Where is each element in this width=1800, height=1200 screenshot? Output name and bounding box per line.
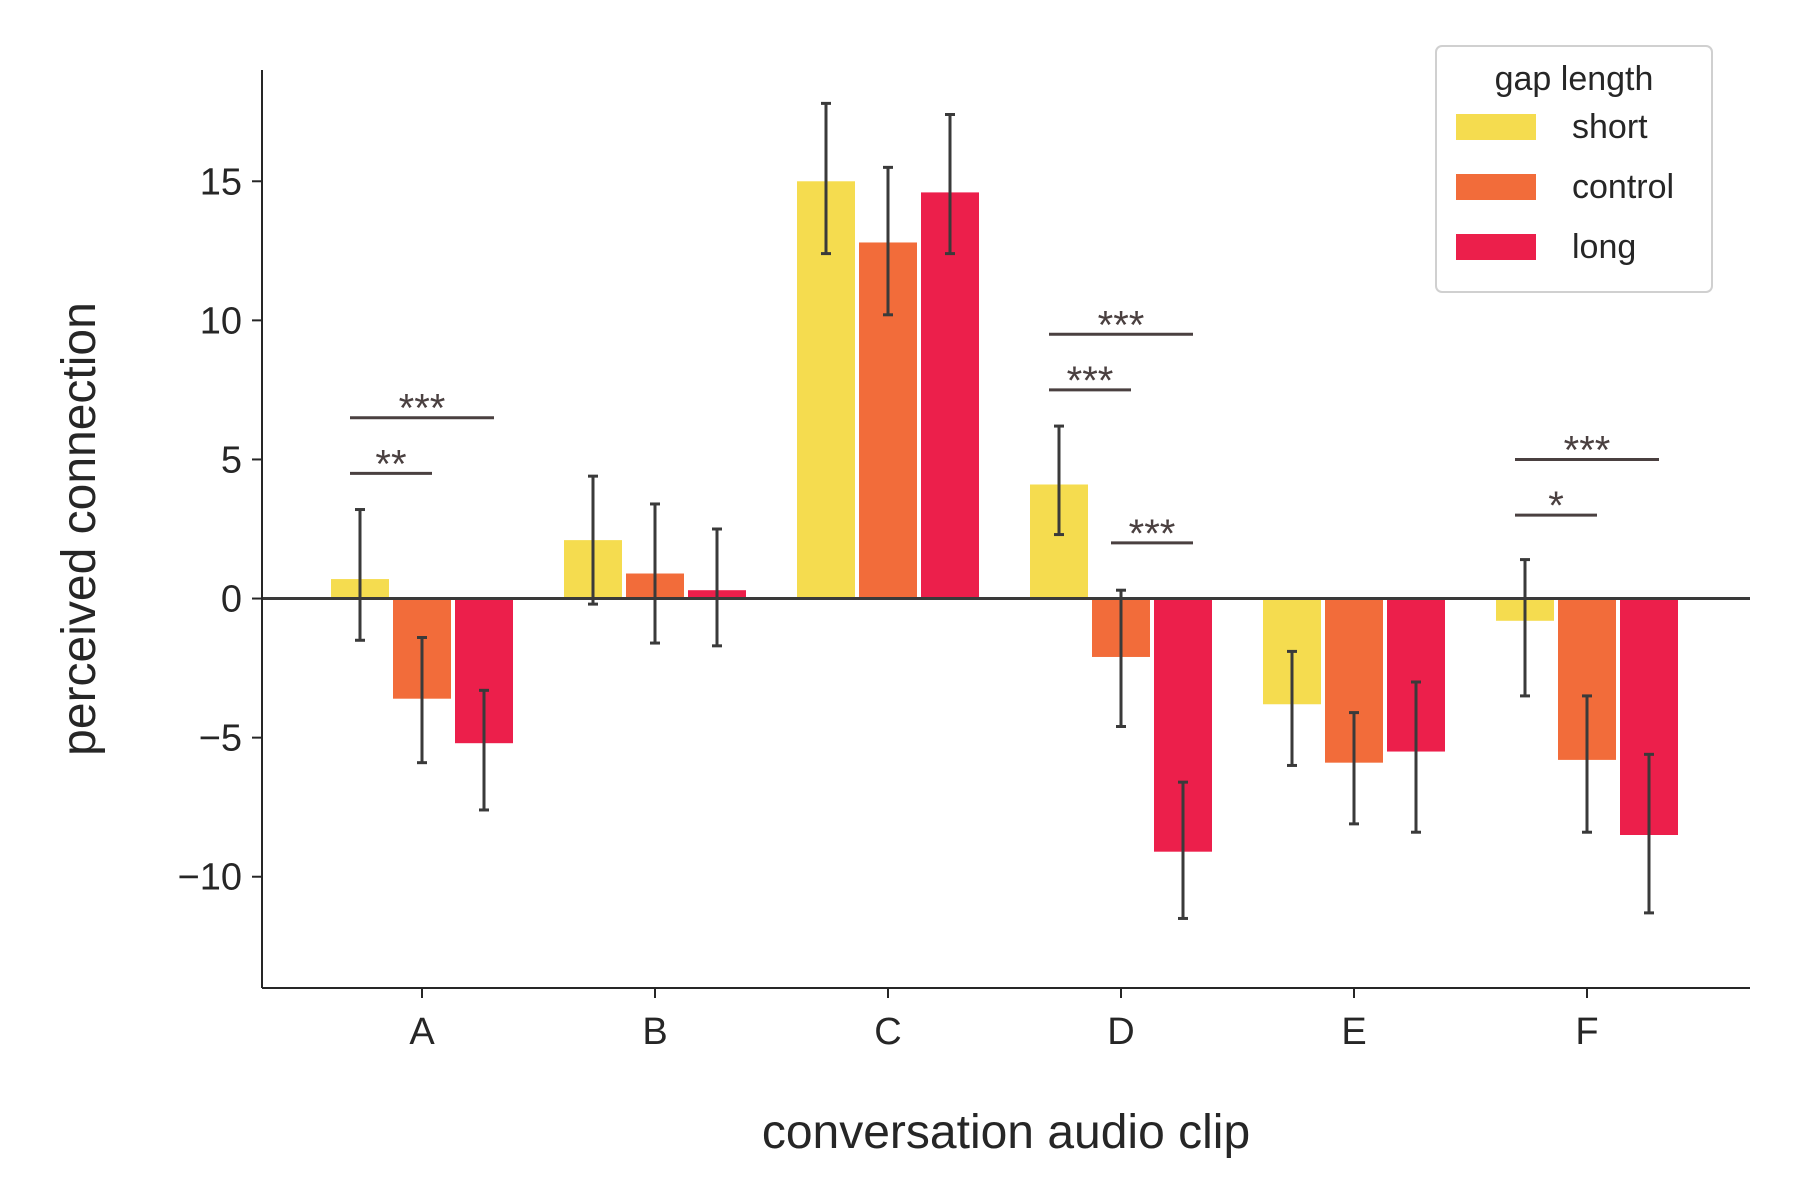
error-bar-A-control [417,635,427,765]
y-tick-label: 5 [221,439,242,481]
x-ticks: A B C D E F [409,988,1599,1053]
significance-label: ** [375,442,406,486]
significance-F-short-control: * [1515,484,1597,528]
x-tick-label-C: C [874,1011,901,1053]
significance-label: *** [1564,428,1611,472]
error-bar-C-long [945,113,955,256]
x-tick-label-F: F [1575,1011,1598,1053]
legend-frame [1435,45,1713,293]
legend-title: gap length [1495,60,1654,98]
error-bar-F-short [1520,558,1530,698]
x-axis-title: conversation audio clip [762,1106,1250,1159]
legend-label-control: control [1572,168,1674,206]
legend-item-long: long [1456,228,1636,266]
error-bar-E-long [1411,680,1421,834]
error-bar-E-control [1349,711,1359,826]
error-bar-F-control [1582,694,1592,834]
error-bar-D-long [1178,780,1188,920]
significance-A-short-control: ** [350,442,432,486]
significance-label: *** [1067,359,1114,403]
legend: gap length short control long [1435,45,1713,293]
y-tick-label: 0 [221,579,242,621]
y-tick-label: 15 [200,161,242,203]
y-ticks: −10 −5 0 5 10 15 [178,161,262,899]
legend-item-short: short [1456,108,1648,146]
significance-annotations: ****************** [350,303,1659,556]
legend-item-control: control [1456,168,1674,206]
error-bar-D-control [1116,588,1126,729]
legend-items: short control long [1456,108,1674,266]
y-tick-label: 10 [200,300,242,342]
significance-D-control-long: *** [1111,512,1193,556]
x-tick-label-A: A [409,1011,435,1053]
legend-swatch-short [1456,114,1536,140]
y-tick-label: −10 [178,857,242,899]
error-bar-B-short [588,474,598,606]
bar-C-long [921,192,979,599]
y-tick-label: −5 [199,718,242,760]
legend-swatch-long [1456,234,1536,260]
legend-label-short: short [1572,108,1648,146]
significance-label: *** [1129,512,1176,556]
error-bar-F-long [1644,752,1654,915]
error-bar-A-long [479,688,489,812]
significance-label: *** [399,387,446,431]
x-tick-label-D: D [1107,1011,1134,1053]
significance-A-short-long: *** [350,387,494,431]
axes: −10 −5 0 5 10 15 A B C D E F [178,70,1750,1053]
legend-swatch-control [1456,174,1536,200]
x-tick-label-E: E [1341,1011,1366,1053]
y-axis-title: perceived connection [53,302,106,756]
error-bar-D-short [1054,424,1064,537]
error-bars [355,101,1654,920]
significance-label: * [1548,484,1564,528]
legend-label-long: long [1572,228,1636,266]
significance-D-short-long: *** [1049,303,1193,347]
error-bar-A-short [355,508,365,642]
error-bar-C-control [883,165,893,317]
significance-label: *** [1098,303,1145,347]
x-tick-label-B: B [642,1011,667,1053]
error-bar-B-control [650,502,660,645]
error-bar-B-long [712,527,722,648]
error-bar-E-short [1287,649,1297,767]
significance-D-short-control: *** [1049,359,1131,403]
error-bar-C-short [821,101,831,256]
significance-F-short-long: *** [1515,428,1659,472]
